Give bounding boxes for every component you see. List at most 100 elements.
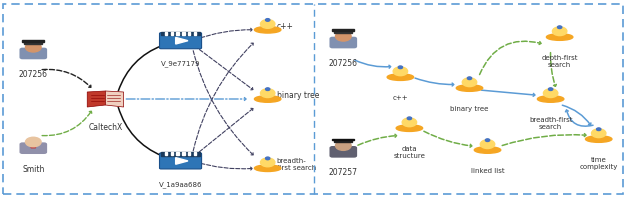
Polygon shape — [595, 128, 602, 132]
FancyArrowPatch shape — [193, 51, 253, 155]
FancyBboxPatch shape — [160, 153, 202, 169]
Bar — [161, 32, 200, 35]
FancyArrowPatch shape — [126, 98, 246, 100]
Text: V_9e77179: V_9e77179 — [161, 61, 200, 68]
Text: 207257: 207257 — [329, 168, 358, 177]
Bar — [161, 152, 200, 156]
Bar — [165, 152, 167, 155]
Polygon shape — [176, 37, 188, 44]
Circle shape — [336, 32, 351, 41]
Bar — [177, 152, 179, 155]
Polygon shape — [31, 145, 36, 148]
Bar — [188, 152, 190, 155]
Ellipse shape — [456, 85, 483, 91]
Text: binary tree: binary tree — [450, 106, 489, 112]
Polygon shape — [264, 19, 271, 23]
Text: Smith: Smith — [22, 165, 44, 174]
FancyBboxPatch shape — [19, 48, 47, 59]
FancyBboxPatch shape — [19, 142, 47, 154]
Bar — [194, 152, 197, 155]
FancyArrowPatch shape — [424, 131, 471, 147]
Text: binary tree: binary tree — [277, 91, 319, 100]
Polygon shape — [397, 66, 404, 70]
Circle shape — [265, 157, 270, 160]
Circle shape — [408, 117, 411, 120]
Circle shape — [462, 78, 477, 87]
Bar — [177, 32, 179, 35]
Circle shape — [480, 140, 495, 148]
Polygon shape — [547, 88, 554, 92]
Circle shape — [265, 88, 270, 90]
Polygon shape — [264, 88, 271, 92]
FancyArrowPatch shape — [355, 60, 391, 68]
Polygon shape — [406, 117, 413, 122]
FancyArrowPatch shape — [481, 90, 535, 96]
Text: 207256: 207256 — [19, 70, 48, 79]
Bar — [23, 40, 44, 42]
Circle shape — [548, 88, 553, 90]
Ellipse shape — [546, 34, 573, 40]
FancyArrowPatch shape — [480, 41, 541, 75]
Polygon shape — [264, 157, 271, 162]
Ellipse shape — [585, 136, 612, 142]
Circle shape — [260, 20, 275, 28]
Circle shape — [543, 89, 558, 98]
FancyArrowPatch shape — [195, 28, 252, 40]
Circle shape — [592, 129, 606, 138]
Circle shape — [336, 141, 351, 150]
Circle shape — [26, 43, 41, 52]
Polygon shape — [466, 77, 473, 82]
Bar — [332, 29, 354, 31]
Circle shape — [393, 67, 408, 76]
Text: breadth-first
search: breadth-first search — [529, 117, 572, 130]
Bar — [332, 139, 354, 140]
Bar — [170, 152, 173, 155]
Bar — [334, 140, 352, 142]
Circle shape — [597, 128, 601, 130]
Ellipse shape — [475, 147, 501, 153]
Text: V_1a9aa686: V_1a9aa686 — [159, 181, 202, 188]
FancyBboxPatch shape — [329, 146, 357, 158]
Circle shape — [265, 19, 270, 21]
FancyArrowPatch shape — [565, 110, 593, 126]
Polygon shape — [484, 139, 491, 143]
Ellipse shape — [254, 96, 281, 102]
Ellipse shape — [396, 125, 423, 131]
Bar — [165, 32, 167, 35]
Circle shape — [402, 118, 417, 127]
FancyArrowPatch shape — [195, 108, 253, 156]
Text: c++: c++ — [277, 22, 294, 31]
Ellipse shape — [254, 27, 281, 33]
FancyArrowPatch shape — [118, 107, 162, 157]
Text: linked list: linked list — [471, 168, 505, 174]
FancyArrowPatch shape — [195, 162, 252, 170]
FancyArrowPatch shape — [562, 105, 591, 125]
Ellipse shape — [254, 165, 281, 171]
Bar — [182, 152, 185, 155]
Circle shape — [558, 26, 562, 29]
Text: 207256: 207256 — [329, 59, 358, 68]
FancyArrowPatch shape — [118, 45, 162, 91]
Text: c++: c++ — [393, 95, 408, 101]
Polygon shape — [105, 91, 123, 107]
FancyArrowPatch shape — [42, 111, 91, 136]
FancyArrowPatch shape — [358, 134, 396, 145]
Ellipse shape — [387, 74, 414, 80]
Circle shape — [552, 27, 567, 36]
FancyArrowPatch shape — [195, 46, 253, 90]
Ellipse shape — [537, 96, 564, 102]
FancyArrowPatch shape — [550, 53, 557, 86]
FancyBboxPatch shape — [160, 33, 202, 49]
Polygon shape — [87, 91, 105, 107]
Text: breadth-
first search: breadth- first search — [277, 158, 316, 171]
Text: time
complexity: time complexity — [580, 157, 618, 170]
Bar — [24, 41, 43, 44]
Circle shape — [485, 139, 490, 142]
Text: depth-first
search: depth-first search — [541, 55, 578, 68]
FancyArrowPatch shape — [42, 69, 91, 87]
FancyArrowPatch shape — [193, 43, 253, 151]
Text: data
structure: data structure — [394, 146, 425, 159]
Bar — [170, 32, 173, 35]
Bar — [194, 32, 197, 35]
FancyArrowPatch shape — [415, 78, 454, 86]
